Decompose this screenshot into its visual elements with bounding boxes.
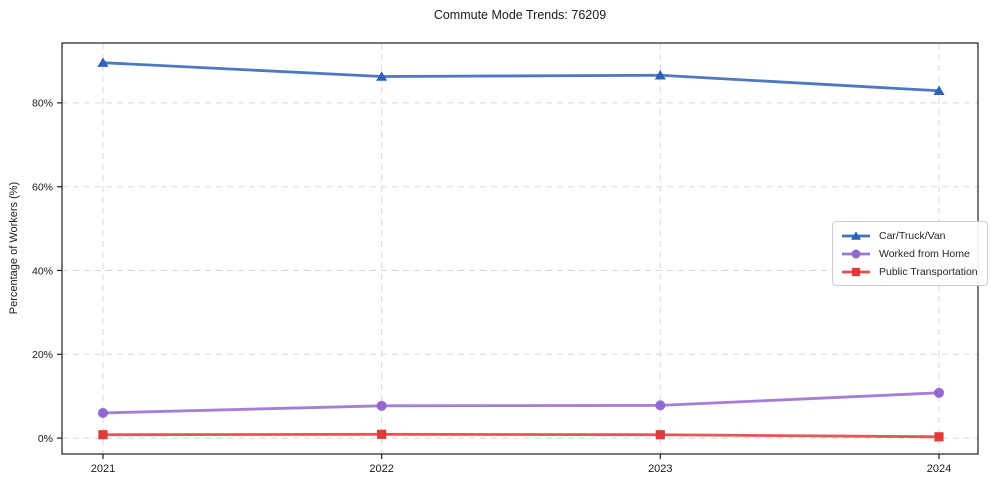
x-tick-label: 2023 [648, 463, 672, 475]
y-tick-label: 80% [32, 98, 53, 110]
data-point-worked-from-home-2021 [97, 407, 108, 418]
y-tick-label: 20% [32, 349, 53, 361]
data-point-worked-from-home-2024 [933, 387, 944, 398]
series-car-truck-van [97, 57, 945, 95]
series-public-transportation [98, 429, 944, 442]
y-tick-label: 0% [38, 433, 53, 445]
series-line-public-transportation [101, 432, 941, 439]
data-point-public-transportation-2022 [377, 429, 387, 439]
series-line-car-truck-van [101, 61, 941, 93]
legend-item-worked-from-home: Worked from Home [841, 246, 978, 261]
legend-item-car-truck-van: Car/Truck/Van [841, 228, 978, 243]
legend-item-public-transportation: Public Transportation [841, 264, 978, 279]
data-point-car-truck-van-2022 [376, 71, 388, 81]
data-point-car-truck-van-2021 [97, 57, 109, 67]
series-worked-from-home [97, 387, 944, 418]
data-point-public-transportation-2021 [98, 430, 108, 440]
legend-label-public-transportation: Public Transportation [879, 265, 978, 278]
y-tick-label: 60% [32, 182, 53, 194]
triangle-marker-icon [842, 230, 870, 240]
data-point-car-truck-van-2023 [654, 70, 666, 80]
data-point-worked-from-home-2023 [655, 400, 666, 411]
grid-lines [62, 43, 978, 454]
data-point-worked-from-home-2022 [376, 400, 387, 411]
legend-label-car-truck-van: Car/Truck/Van [879, 229, 946, 242]
axis-ticks: 0% 20% 40% 60% 80% 2021 2022 2023 2024 [32, 98, 951, 475]
circle-marker-icon [842, 249, 870, 258]
chart-title: Commute Mode Trends: 76209 [433, 8, 607, 22]
data-point-public-transportation-2023 [655, 430, 665, 440]
legend-label-worked-from-home: Worked from Home [879, 247, 970, 260]
x-tick-label: 2024 [927, 463, 951, 475]
data-point-public-transportation-2024 [934, 432, 944, 442]
data-point-car-truck-van-2024 [933, 85, 945, 95]
series-line-worked-from-home [101, 391, 941, 415]
x-tick-label: 2021 [91, 463, 115, 475]
x-tick-label: 2022 [369, 463, 393, 475]
legend: Car/Truck/Van Worked from Home Public Tran… [832, 221, 988, 286]
square-marker-icon [842, 267, 870, 276]
y-tick-label: 40% [32, 265, 53, 277]
